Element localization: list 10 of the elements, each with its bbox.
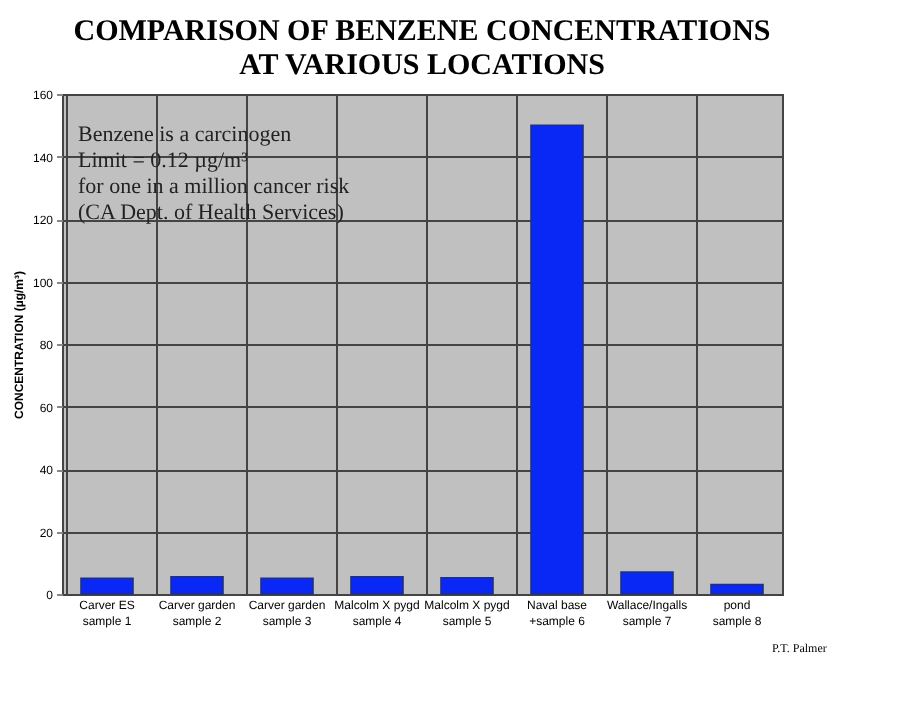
- bar: [710, 583, 764, 595]
- bar: [530, 124, 584, 595]
- bar: [350, 576, 404, 595]
- bar: [80, 577, 134, 595]
- bar: [260, 577, 314, 595]
- bar: [620, 571, 674, 595]
- bar: [170, 576, 224, 595]
- text: AT VARIOUS LOCATIONS: [239, 50, 605, 82]
- bar: [440, 576, 494, 595]
- text: COMPARISON OF BENZENE CONCENTRATIONS: [73, 16, 771, 48]
